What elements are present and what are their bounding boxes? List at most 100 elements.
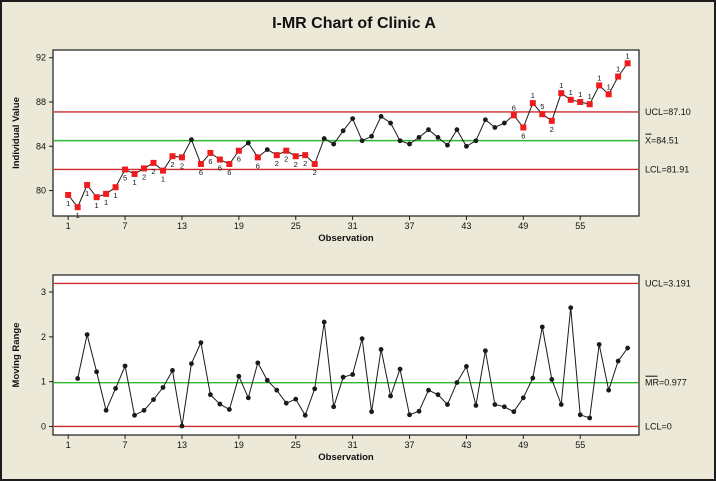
individuals-chart-special-cause-point: [93, 194, 100, 201]
individuals-chart-ucl-label: UCL=87.10: [645, 107, 691, 117]
individuals-chart-test-label: 6: [218, 164, 222, 173]
individuals-chart-x-tick-label: 49: [518, 221, 528, 231]
moving-range-chart-data-point: [132, 412, 137, 418]
individuals-chart-data-point: [340, 128, 346, 134]
individuals-chart-special-cause-point: [520, 124, 527, 131]
individuals-chart-special-cause-point: [254, 154, 261, 161]
moving-range-chart-y-tick-label: 0: [41, 421, 46, 431]
individuals-chart-center-label: X=84.51: [645, 136, 679, 146]
individuals-chart-test-label: 1: [132, 178, 136, 187]
individuals-chart-test-label: 1: [559, 81, 563, 90]
moving-range-chart-x-tick-label: 13: [177, 440, 187, 450]
individuals-chart-special-cause-point: [178, 154, 185, 161]
moving-range-chart-frame: [52, 274, 640, 436]
individuals-chart-x-tick-label: 37: [405, 221, 415, 231]
individuals-chart-frame: [52, 49, 640, 217]
individuals-chart-y-axis-title: Individual Value: [11, 97, 22, 169]
moving-range-chart-x-tick-label: 31: [348, 440, 358, 450]
individuals-chart-data-point: [435, 135, 441, 140]
individuals-chart-x-tick-label: 19: [234, 221, 244, 231]
moving-range-chart-data-point: [103, 407, 109, 413]
individuals-chart-test-label: 1: [95, 201, 99, 210]
individuals-chart-test-label: 6: [237, 155, 241, 164]
individuals-chart-special-cause-point: [169, 153, 176, 160]
individuals-chart-data-point: [359, 138, 365, 144]
moving-range-chart-ucl-label: UCL=3.191: [645, 278, 691, 288]
moving-range-chart-data-point: [236, 373, 242, 379]
individuals-chart-test-label: 1: [85, 189, 89, 198]
moving-range-chart-data-point: [283, 400, 289, 406]
moving-range-chart-plot-area: [53, 275, 639, 435]
individuals-chart-special-cause-point: [577, 99, 584, 106]
individuals-chart-data-point: [321, 136, 327, 141]
moving-range-chart-data-point: [84, 332, 90, 338]
individuals-chart-test-label: 1: [626, 51, 630, 60]
moving-range-chart-data-point: [331, 404, 337, 410]
individuals-chart-test-label: 1: [104, 198, 108, 207]
individuals-chart-x-tick-label: 31: [348, 221, 358, 231]
individuals-chart-test-label: 2: [142, 172, 146, 181]
moving-range-chart-data-point: [530, 375, 536, 381]
individuals-chart-special-cause-point: [273, 152, 280, 159]
individuals-chart-test-label: 6: [199, 168, 203, 177]
moving-range-chart-data-point: [625, 345, 631, 351]
individuals-chart-data-point: [454, 127, 460, 133]
moving-range-chart-data-point: [568, 305, 574, 311]
individuals-chart-data-point: [464, 143, 469, 149]
individuals-chart-special-cause-point: [292, 153, 299, 160]
moving-range-chart-data-point: [596, 342, 602, 347]
moving-range-chart-data-point: [255, 360, 261, 366]
individuals-chart-test-label: 1: [161, 175, 165, 184]
individuals-chart-special-cause-point: [74, 204, 81, 211]
moving-range-chart-data-point: [340, 374, 346, 380]
moving-range-chart-data-point: [407, 412, 412, 418]
individuals-chart-y-tick-label: 88: [36, 97, 46, 107]
moving-range-chart-data-point: [226, 407, 232, 412]
individuals-chart-data-point: [426, 127, 431, 133]
individuals-chart-test-label: 5: [123, 174, 127, 183]
individuals-chart-special-cause-point: [159, 167, 166, 174]
moving-range-chart-data-point: [464, 364, 469, 369]
moving-range-chart-data-point: [141, 407, 147, 413]
individuals-chart-data-point: [482, 117, 488, 123]
individuals-chart-data-point: [416, 135, 422, 140]
moving-range-chart-data-point: [397, 366, 403, 372]
moving-range-chart-data-point: [312, 386, 318, 392]
individuals-chart-special-cause-point: [539, 111, 546, 118]
individuals-chart-special-cause-point: [548, 117, 555, 124]
individuals-chart-data-point: [397, 138, 403, 144]
moving-range-chart-data-point: [558, 402, 564, 407]
individuals-chart-data-point: [369, 133, 375, 139]
individuals-chart-test-label: 1: [531, 91, 535, 100]
individuals-chart-special-cause-point: [558, 90, 565, 97]
moving-range-chart-data-point: [426, 387, 431, 393]
moving-range-chart-data-point: [274, 387, 280, 393]
moving-range-chart-data-point: [151, 397, 156, 402]
individuals-chart-special-cause-point: [615, 73, 622, 80]
individuals-chart-test-label: 6: [512, 103, 516, 112]
individuals-chart-special-cause-point: [510, 112, 517, 119]
moving-range-chart-data-point: [245, 395, 251, 401]
moving-range-chart-data-point: [369, 409, 375, 415]
individuals-chart-plot-area: [53, 50, 639, 216]
moving-range-chart-data-point: [549, 377, 555, 382]
moving-range-chart-data-point: [520, 395, 526, 401]
individuals-chart-test-label: 1: [113, 191, 117, 200]
individuals-chart-test-label: 6: [256, 161, 260, 170]
individuals-chart-special-cause-point: [131, 170, 138, 177]
moving-range-chart-data-point: [179, 423, 185, 429]
moving-range-chart-x-axis-title: Observation: [318, 452, 374, 463]
moving-range-chart-data-point: [606, 387, 612, 393]
moving-range-chart-data-point: [577, 412, 583, 418]
individuals-chart-x-tick-label: 7: [123, 221, 128, 231]
individuals-chart-test-label: 6: [227, 168, 231, 177]
individuals-chart-data-point: [331, 141, 337, 147]
individuals-chart-x-tick-label: 13: [177, 221, 187, 231]
moving-range-chart-data-point: [302, 412, 308, 418]
individuals-chart-data-point: [378, 114, 384, 119]
moving-range-chart-data-point: [435, 392, 441, 398]
moving-range-chart-data-point: [378, 346, 384, 352]
individuals-chart-special-cause-point: [529, 100, 536, 107]
